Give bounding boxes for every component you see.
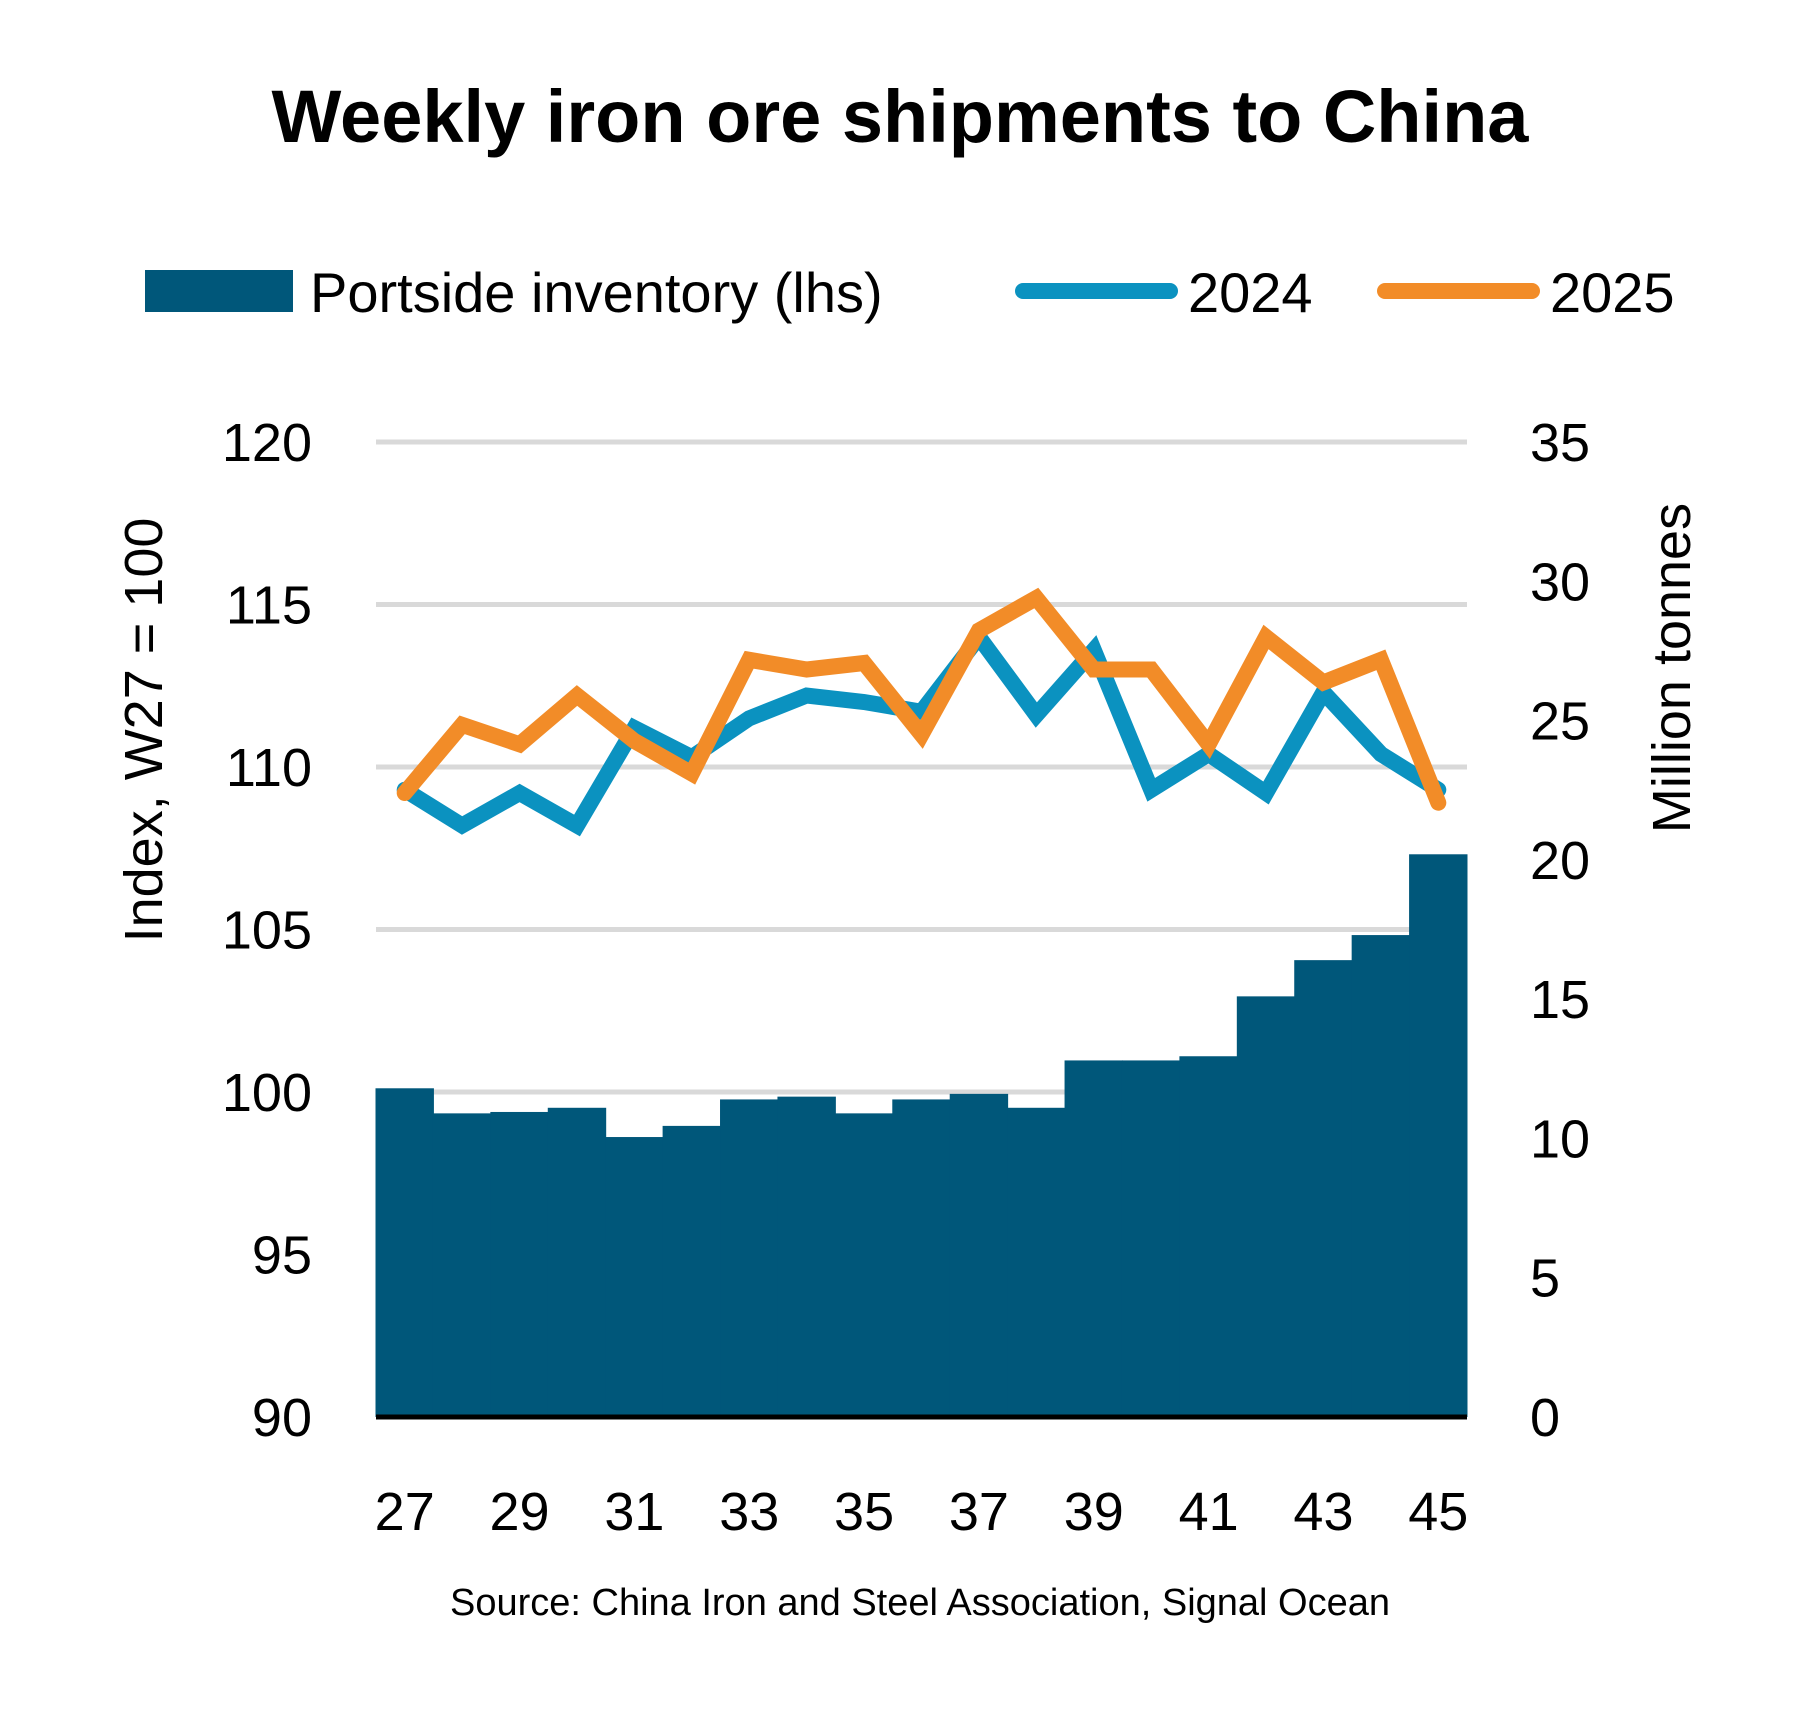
bar-week-27: [375, 1088, 434, 1417]
x-tick-label: 43: [1293, 1482, 1353, 1542]
legend-label-inventory: Portside inventory (lhs): [310, 261, 883, 324]
x-axis-ticks: 27 29 31 33 35 37 39 41 43 45: [375, 1482, 1469, 1542]
x-tick-label: 27: [375, 1482, 435, 1542]
bar-week-28: [432, 1113, 492, 1417]
bar-week-32: [662, 1125, 722, 1417]
right-tick-label: 10: [1530, 1109, 1590, 1169]
chart-title: Weekly iron ore shipments to China: [272, 75, 1530, 158]
bar-week-29: [490, 1111, 549, 1417]
bar-week-41: [1179, 1056, 1238, 1417]
x-tick-label: 39: [1064, 1482, 1124, 1542]
x-tick-label: 33: [719, 1482, 779, 1542]
bar-week-30: [547, 1107, 607, 1417]
right-axis-ticks: 0 5 10 15 20 25 30 35: [1530, 413, 1590, 1448]
bar-week-43: [1294, 960, 1353, 1417]
line-series: [396, 587, 1447, 837]
left-tick-label: 110: [226, 738, 312, 798]
bar-week-44: [1351, 935, 1411, 1417]
bar-week-38: [1007, 1107, 1066, 1417]
left-axis-ticks: 90 95 100 105 110 115 120: [222, 413, 312, 1448]
bar-week-33: [720, 1099, 779, 1417]
bar-week-45: [1409, 854, 1468, 1417]
right-axis-title: Million tonnes: [1642, 503, 1702, 833]
bar-week-40: [1121, 1060, 1181, 1417]
legend: Portside inventory (lhs) 2024 2025: [145, 261, 1675, 324]
line-series-2024: [396, 623, 1447, 837]
x-tick-label: 45: [1408, 1482, 1468, 1542]
bar-week-31: [605, 1137, 664, 1417]
source-note: Source: China Iron and Steel Association…: [450, 1582, 1390, 1624]
inventory-bars: [375, 854, 1468, 1417]
left-tick-label: 115: [226, 576, 312, 636]
line-series-2025: [396, 587, 1447, 811]
x-tick-label: 31: [604, 1482, 664, 1542]
bar-week-35: [834, 1113, 894, 1417]
left-tick-label: 95: [252, 1226, 312, 1286]
bar-week-39: [1064, 1060, 1123, 1417]
right-tick-label: 30: [1530, 552, 1590, 612]
legend-label-2024: 2024: [1188, 261, 1313, 324]
right-tick-label: 20: [1530, 831, 1590, 891]
bar-week-34: [777, 1096, 836, 1417]
left-axis-title: Index, W27 = 100: [114, 518, 174, 943]
x-tick-label: 41: [1179, 1482, 1239, 1542]
bar-week-37: [949, 1093, 1009, 1417]
bar-week-42: [1236, 996, 1296, 1417]
right-tick-label: 25: [1530, 692, 1590, 752]
x-tick-label: 35: [834, 1482, 894, 1542]
left-tick-label: 90: [252, 1388, 312, 1448]
bar-week-36: [892, 1099, 951, 1417]
legend-label-2025: 2025: [1550, 261, 1675, 324]
x-tick-label: 37: [949, 1482, 1009, 1542]
left-tick-label: 100: [222, 1063, 312, 1123]
right-tick-label: 15: [1530, 970, 1590, 1030]
x-tick-label: 29: [490, 1482, 550, 1542]
right-tick-label: 0: [1530, 1388, 1560, 1448]
right-tick-label: 5: [1530, 1249, 1560, 1309]
legend-swatch-inventory: [145, 270, 293, 312]
left-tick-label: 120: [222, 413, 312, 473]
left-tick-label: 105: [222, 901, 312, 961]
right-tick-label: 35: [1530, 413, 1590, 473]
